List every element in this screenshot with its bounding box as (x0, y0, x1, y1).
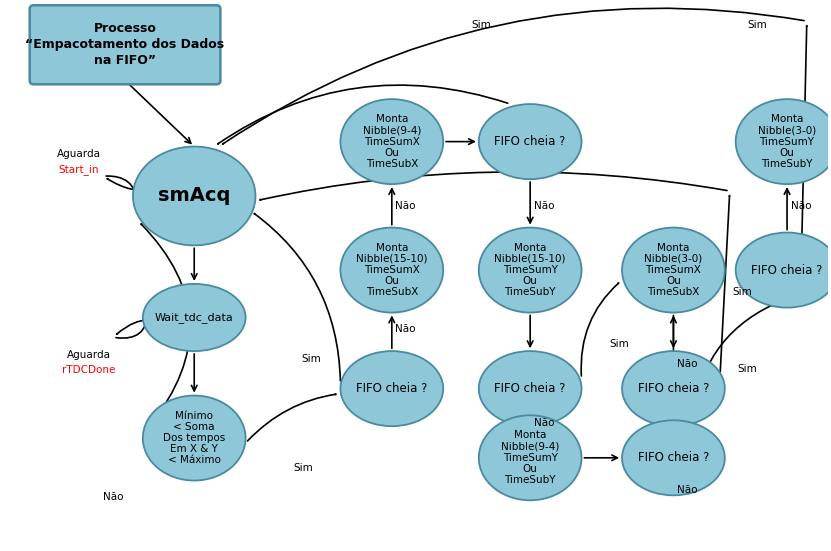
Text: FIFO cheia ?: FIFO cheia ? (751, 263, 823, 277)
Text: Monta
Nibble(3-0)
TimeSumY
Ou
TimeSubY: Monta Nibble(3-0) TimeSumY Ou TimeSubY (758, 114, 816, 169)
Text: Processo
“Empacotamento dos Dados
na FIFO”: Processo “Empacotamento dos Dados na FIF… (26, 22, 224, 67)
FancyArrowPatch shape (260, 172, 727, 200)
Text: Sim: Sim (293, 463, 312, 473)
Text: Não: Não (677, 485, 697, 495)
FancyArrowPatch shape (720, 196, 730, 376)
FancyArrowPatch shape (116, 320, 183, 345)
Ellipse shape (622, 351, 725, 426)
Text: Start_in: Start_in (58, 164, 99, 175)
FancyArrowPatch shape (218, 85, 508, 144)
Text: FIFO cheia ?: FIFO cheia ? (494, 382, 566, 395)
Ellipse shape (622, 228, 725, 312)
Text: FIFO cheia ?: FIFO cheia ? (494, 135, 566, 148)
Text: FIFO cheia ?: FIFO cheia ? (637, 451, 709, 464)
Text: Aguarda: Aguarda (57, 149, 101, 159)
FancyBboxPatch shape (30, 6, 220, 84)
Text: Não: Não (396, 325, 416, 334)
Text: Monta
Nibble(9-4)
TimeSumY
Ou
TimeSubY: Monta Nibble(9-4) TimeSumY Ou TimeSubY (501, 430, 559, 485)
Ellipse shape (479, 415, 582, 500)
Ellipse shape (479, 104, 582, 179)
Text: Não: Não (534, 418, 554, 428)
Text: Sim: Sim (733, 287, 753, 298)
Text: smAcq: smAcq (158, 186, 230, 206)
Text: Monta
Nibble(9-4)
TimeSumX
Ou
TimeSubX: Monta Nibble(9-4) TimeSumX Ou TimeSubX (362, 114, 421, 169)
Text: Não: Não (534, 201, 554, 211)
FancyArrowPatch shape (581, 283, 618, 376)
FancyArrowPatch shape (141, 224, 190, 426)
FancyArrowPatch shape (223, 8, 804, 144)
Ellipse shape (143, 396, 246, 480)
Text: Não: Não (790, 201, 811, 211)
FancyArrowPatch shape (254, 214, 341, 381)
Text: Wait_tdc_data: Wait_tdc_data (155, 312, 234, 323)
Text: Monta
Nibble(15-10)
TimeSumY
Ou
TimeSubY: Monta Nibble(15-10) TimeSumY Ou TimeSubY (494, 242, 566, 298)
Ellipse shape (341, 228, 443, 312)
Ellipse shape (479, 351, 582, 426)
Text: Não: Não (103, 493, 124, 503)
Ellipse shape (479, 228, 582, 312)
Text: Sim: Sim (748, 20, 767, 30)
FancyArrowPatch shape (116, 312, 148, 338)
Text: FIFO cheia ?: FIFO cheia ? (637, 382, 709, 395)
FancyArrowPatch shape (106, 176, 138, 201)
Ellipse shape (622, 420, 725, 495)
FancyArrowPatch shape (107, 154, 183, 190)
Ellipse shape (735, 99, 831, 184)
Ellipse shape (735, 233, 831, 307)
Ellipse shape (133, 147, 255, 245)
Text: FIFO cheia ?: FIFO cheia ? (356, 382, 427, 395)
Ellipse shape (143, 284, 246, 351)
Text: Sim: Sim (301, 354, 321, 364)
Ellipse shape (341, 99, 443, 184)
Text: Sim: Sim (609, 339, 629, 349)
Text: Sim: Sim (738, 364, 757, 374)
Text: Sim: Sim (471, 20, 490, 30)
Text: rTDCDone: rTDCDone (61, 365, 116, 375)
Text: Aguarda: Aguarda (66, 350, 111, 360)
Ellipse shape (341, 351, 443, 426)
Text: Não: Não (396, 201, 416, 211)
Text: Não: Não (677, 359, 697, 369)
FancyArrowPatch shape (802, 26, 807, 235)
FancyArrowPatch shape (248, 394, 336, 441)
Text: Mínimo
< Soma
Dos tempos
Em X & Y
< Máximo: Mínimo < Soma Dos tempos Em X & Y < Máxi… (163, 410, 225, 466)
Text: Monta
Nibble(3-0)
TimeSumX
Ou
TimeSubX: Monta Nibble(3-0) TimeSumX Ou TimeSubX (644, 242, 702, 298)
Text: Monta
Nibble(15-10)
TimeSumX
Ou
TimeSubX: Monta Nibble(15-10) TimeSumX Ou TimeSubX (356, 242, 428, 298)
FancyArrowPatch shape (693, 305, 773, 423)
